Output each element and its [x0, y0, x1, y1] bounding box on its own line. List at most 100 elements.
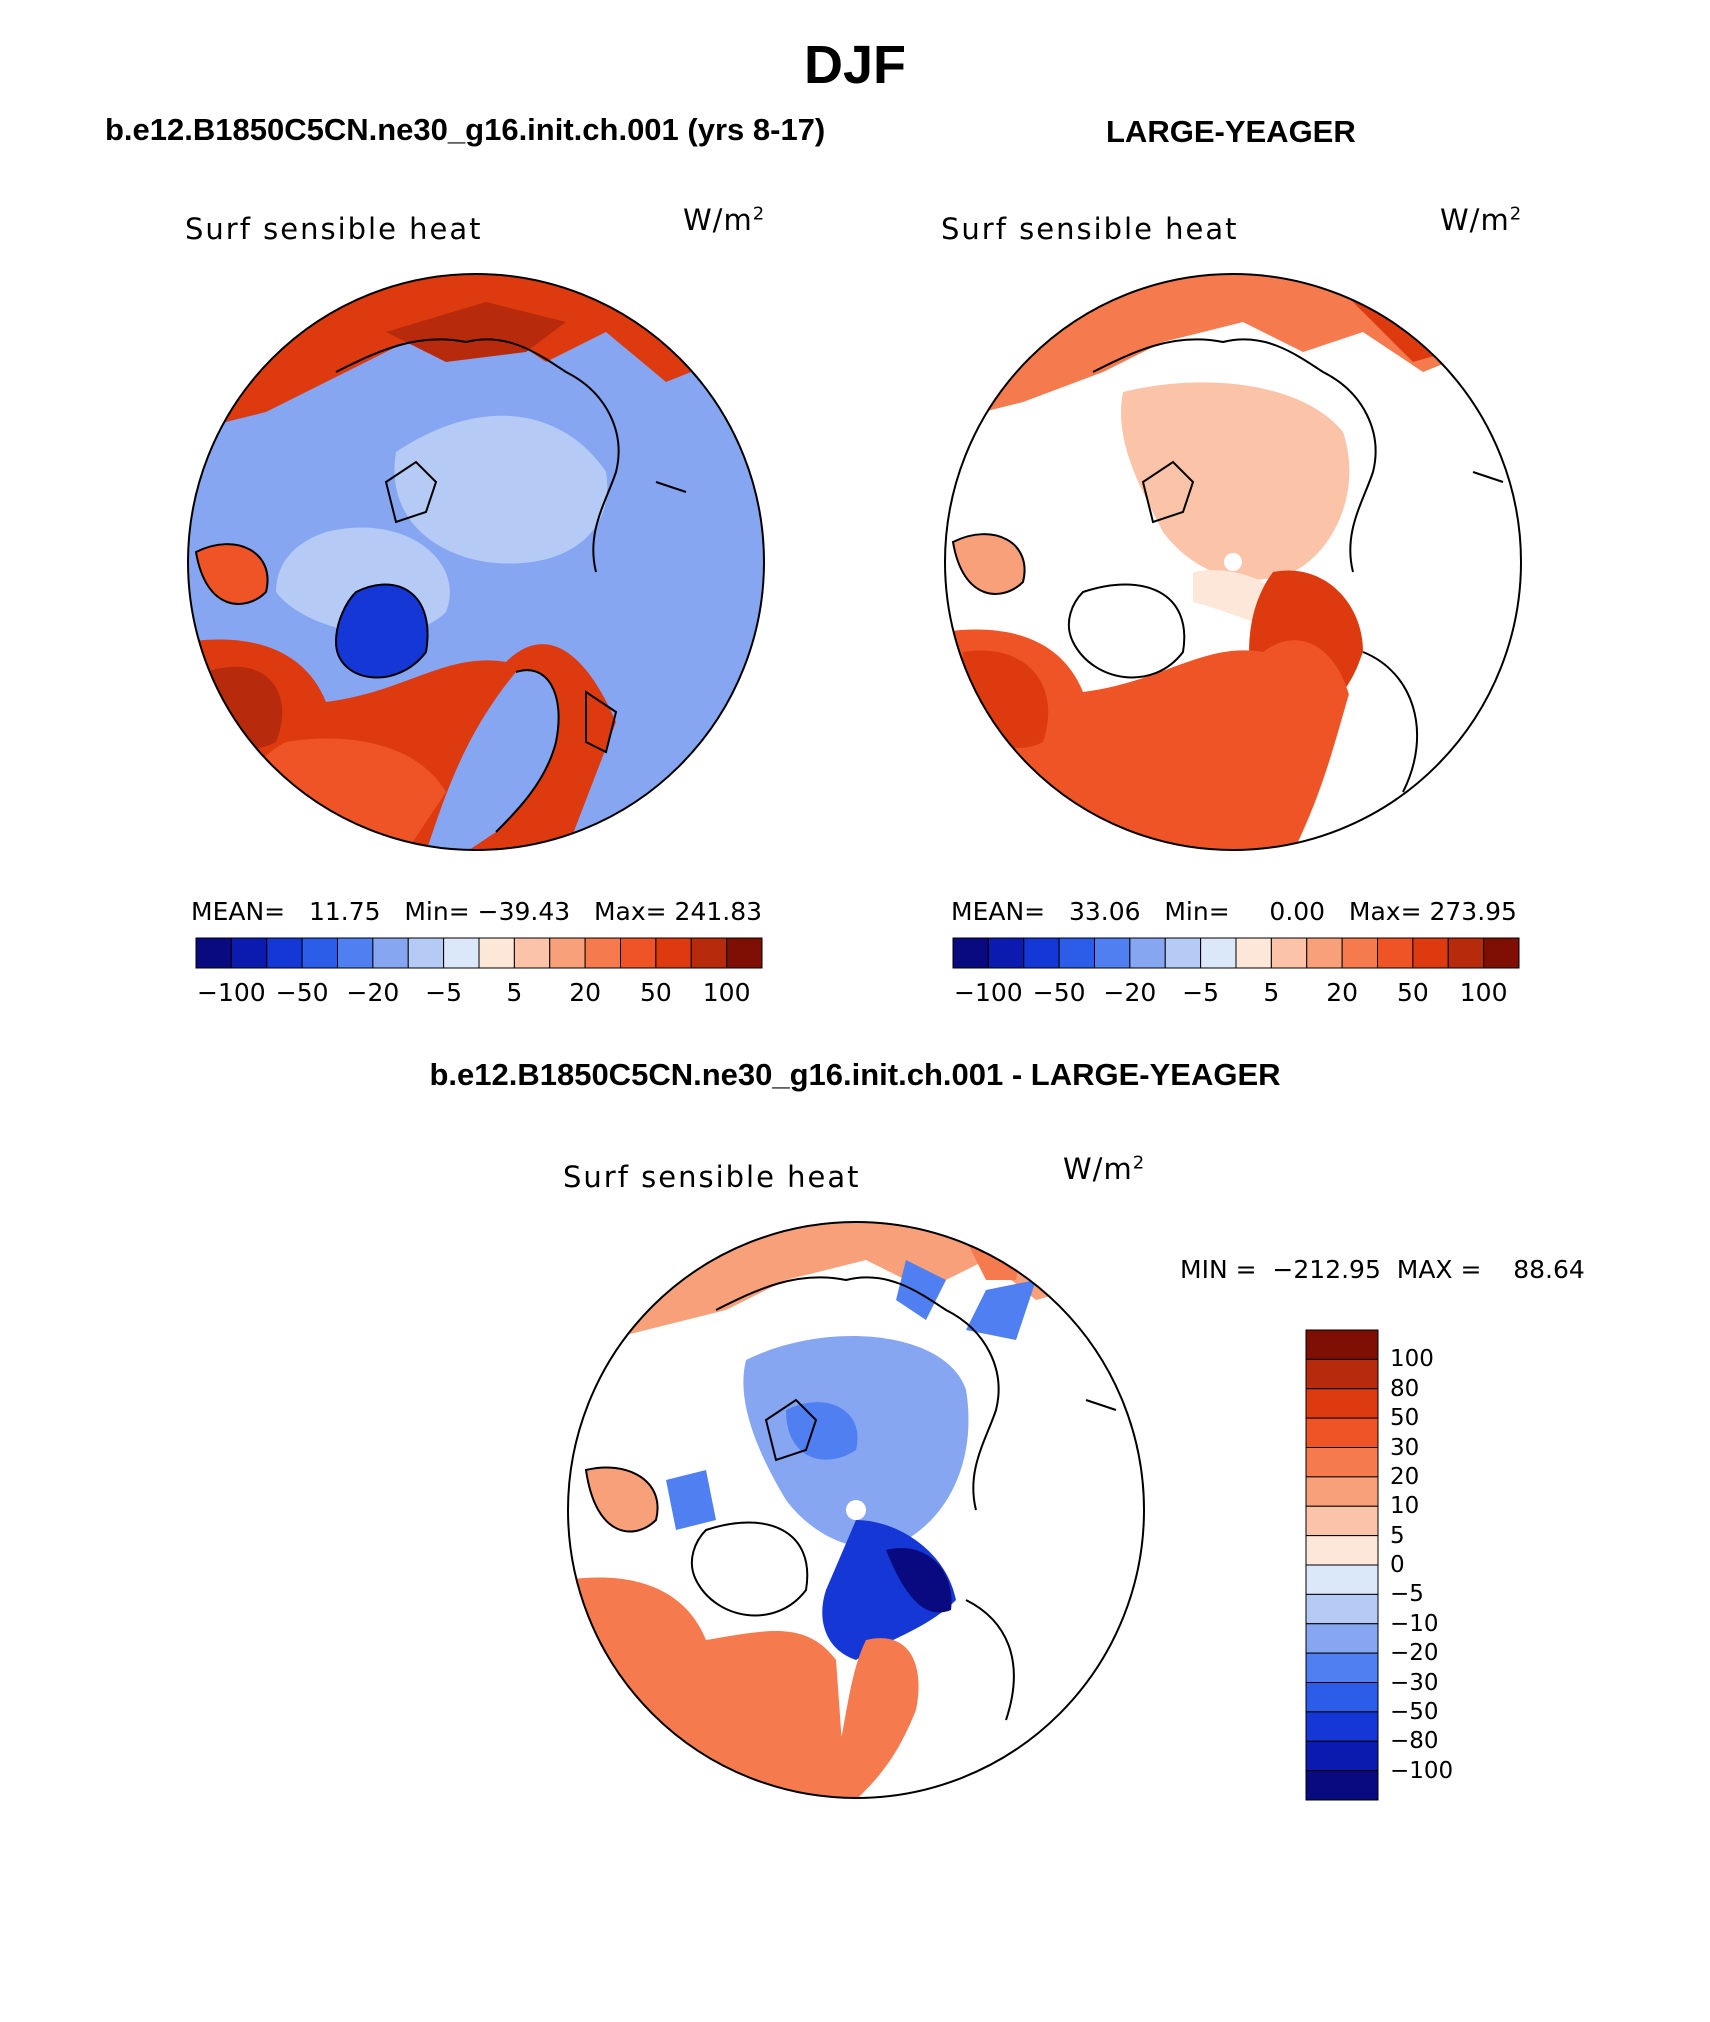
difference-variable-label: Surf sensible heat	[563, 1160, 861, 1194]
figure-title: DJF	[803, 35, 906, 95]
panel-case-units: W/m2	[683, 203, 766, 237]
colorbar-tick-label: −80	[1390, 1728, 1439, 1755]
panel-case-polar-map	[187, 273, 765, 851]
colorbar-tick-label: −20	[346, 978, 400, 1007]
colorbar-tick-label: −50	[1032, 978, 1086, 1007]
colorbar-tick-label: 50	[1390, 1405, 1420, 1432]
colorbar-tick-label: −5	[425, 978, 463, 1007]
colorbar-tick-label: 5	[1390, 1522, 1405, 1549]
colorbar-box	[1305, 1593, 1379, 1625]
colorbar-tick-label: 0	[1390, 1552, 1405, 1578]
colorbar-box	[1447, 937, 1485, 969]
colorbar-box	[1305, 1711, 1379, 1742]
panel-case-variable-label: Surf sensible heat	[185, 212, 483, 246]
colorbar-box	[987, 937, 1025, 969]
colorbar-box	[443, 937, 480, 969]
colorbar-box	[690, 937, 728, 969]
panel-obs-units: W/m2	[1440, 203, 1523, 237]
colorbar-box	[1023, 937, 1060, 969]
colorbar-box	[1483, 937, 1520, 969]
colorbar-tick-label: 50	[639, 978, 672, 1007]
colorbar-tick-label: 20	[1326, 978, 1359, 1007]
colorbar-box	[1305, 1476, 1379, 1507]
colorbar-box	[478, 937, 515, 969]
colorbar-tick-label: 20	[1390, 1463, 1420, 1490]
colorbar-tick-label: −100	[197, 978, 266, 1007]
difference-colorbar	[1305, 1329, 1379, 1801]
difference-units: W/m2	[1063, 1152, 1146, 1186]
colorbar-tick-label: 100	[1459, 978, 1508, 1007]
colorbar-box	[1305, 1623, 1379, 1654]
colorbar-tick-label: −20	[1103, 978, 1157, 1007]
difference-colorbar-ticks: 100 80 50 30 20 10 5 0 −5 −10 −20 −30 −50 −80 −100	[1390, 1330, 1510, 1800]
colorbar-tick-label: −50	[1390, 1698, 1439, 1725]
colorbar-box	[1412, 937, 1449, 969]
colorbar-box	[513, 937, 551, 969]
colorbar-tick-label: −100	[1390, 1757, 1454, 1784]
colorbar-tick-label: −10	[1390, 1610, 1439, 1637]
colorbar-box	[1305, 1417, 1379, 1448]
colorbar-tick-label: −20	[1390, 1640, 1439, 1667]
difference-subtitle: b.e12.B1850C5CN.ne30_g16.init.ch.001 - L…	[429, 1057, 1281, 1092]
colorbar-box	[1306, 937, 1343, 969]
colorbar-tick-label: 80	[1390, 1375, 1420, 1402]
colorbar-tick-label: 5	[1263, 978, 1280, 1007]
colorbar-box	[1164, 937, 1202, 969]
panel-case-colorbar	[195, 937, 763, 969]
colorbar-box	[1305, 1329, 1379, 1360]
colorbar-box	[1270, 937, 1308, 969]
colorbar-box	[1305, 1652, 1379, 1683]
colorbar-tick-label: −100	[954, 978, 1023, 1007]
colorbar-tick-label: −30	[1390, 1669, 1439, 1696]
colorbar-tick-label: 30	[1390, 1434, 1420, 1461]
colorbar-box	[195, 937, 232, 969]
colorbar-box	[1305, 1535, 1379, 1566]
colorbar-box	[1305, 1447, 1379, 1478]
colorbar-tick-label: 50	[1396, 978, 1429, 1007]
colorbar-box	[1341, 937, 1378, 969]
colorbar-box	[549, 937, 586, 969]
panel-case-stats: MEAN= 11.75 Min= −39.43 Max= 241.83	[191, 897, 763, 926]
colorbar-box	[1305, 1358, 1379, 1390]
colorbar-box	[620, 937, 657, 969]
colorbar-tick-label: 20	[569, 978, 602, 1007]
panel-case-subtitle: b.e12.B1850C5CN.ne30_g16.init.ch.001 (yr…	[105, 112, 826, 147]
panel-case-colorbar-ticks: −100 −50 −20 −5 5 20 50 100	[196, 978, 762, 1008]
colorbar-tick-label: −50	[275, 978, 329, 1007]
colorbar-box	[337, 937, 374, 969]
colorbar-box	[655, 937, 692, 969]
panel-obs-variable-label: Surf sensible heat	[941, 212, 1239, 246]
colorbar-tick-label: 100	[1390, 1346, 1434, 1373]
colorbar-box	[1305, 1564, 1379, 1595]
colorbar-tick-label: 5	[506, 978, 523, 1007]
colorbar-box	[1305, 1770, 1379, 1801]
colorbar-box	[230, 937, 268, 969]
panel-obs-polar-map	[944, 273, 1522, 851]
difference-polar-map	[567, 1221, 1145, 1799]
colorbar-box	[1235, 937, 1272, 969]
colorbar-box	[407, 937, 445, 969]
colorbar-box	[1058, 937, 1095, 969]
panel-obs-colorbar	[952, 937, 1520, 969]
colorbar-box	[584, 937, 621, 969]
colorbar-box	[301, 937, 338, 969]
colorbar-box	[1377, 937, 1414, 969]
panel-obs-subtitle: LARGE-YEAGER	[1106, 114, 1356, 149]
colorbar-box	[952, 937, 989, 969]
colorbar-box	[1305, 1682, 1379, 1713]
colorbar-tick-label: −5	[1182, 978, 1220, 1007]
colorbar-box	[266, 937, 303, 969]
colorbar-tick-label: 10	[1390, 1493, 1420, 1520]
colorbar-tick-label: −5	[1390, 1581, 1424, 1608]
colorbar-box	[1129, 937, 1166, 969]
colorbar-box	[372, 937, 409, 969]
colorbar-box	[1094, 937, 1131, 969]
difference-stats: MIN = −212.95 MAX = 88.64	[1180, 1255, 1585, 1284]
panel-obs-stats: MEAN= 33.06 Min= 0.00 Max= 273.95	[951, 897, 1517, 926]
colorbar-tick-label: 100	[702, 978, 751, 1007]
panel-obs-colorbar-ticks: −100 −50 −20 −5 5 20 50 100	[953, 978, 1519, 1008]
colorbar-box	[1200, 937, 1237, 969]
colorbar-box	[1305, 1505, 1379, 1537]
colorbar-box	[726, 937, 763, 969]
colorbar-box	[1305, 1740, 1379, 1772]
